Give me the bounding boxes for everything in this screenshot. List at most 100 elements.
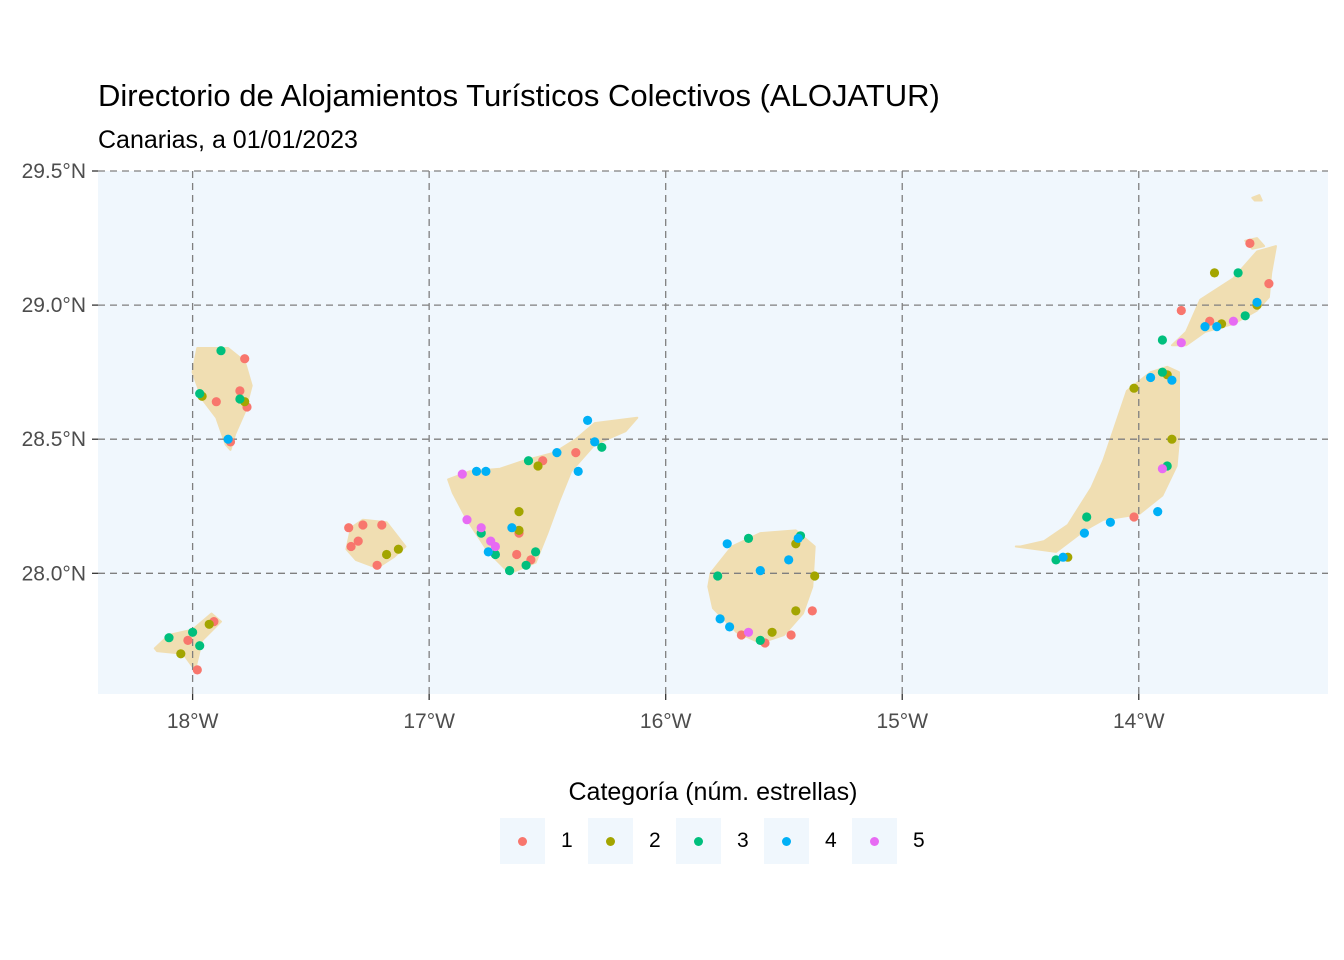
legend-label: 4 bbox=[825, 829, 837, 852]
accommodation-point-cat-4 bbox=[1212, 322, 1222, 332]
accommodation-point-cat-1 bbox=[353, 536, 363, 546]
accommodation-point-cat-3 bbox=[235, 394, 245, 404]
accommodation-point-cat-2 bbox=[176, 649, 186, 659]
chart-title: Directorio de Alojamientos Turísticos Co… bbox=[98, 78, 940, 113]
accommodation-point-cat-5 bbox=[457, 469, 467, 479]
accommodation-point-cat-1 bbox=[786, 630, 796, 640]
legend-item-2: 2 bbox=[588, 818, 676, 864]
x-tick-label: 15°W bbox=[876, 710, 928, 733]
accommodation-point-cat-1 bbox=[240, 354, 250, 364]
legend-item-1: 1 bbox=[500, 818, 588, 864]
accommodation-point-cat-3 bbox=[755, 635, 765, 646]
accommodation-point-cat-1 bbox=[512, 549, 522, 560]
accommodation-point-cat-2 bbox=[514, 525, 524, 536]
accommodation-point-cat-3 bbox=[523, 456, 534, 466]
accommodation-point-cat-3 bbox=[164, 633, 174, 643]
x-tick-label: 18°W bbox=[167, 710, 219, 733]
accommodation-point-cat-1 bbox=[1129, 512, 1139, 522]
legend: 1 2 3 4 5 bbox=[500, 818, 940, 864]
legend-label: 5 bbox=[913, 829, 925, 852]
accommodation-point-cat-1 bbox=[736, 630, 747, 640]
accommodation-point-cat-1 bbox=[1245, 238, 1255, 248]
island-lanzarote bbox=[1170, 245, 1277, 347]
accommodation-point-cat-4 bbox=[1153, 507, 1163, 517]
accommodation-point-cat-2 bbox=[382, 549, 392, 560]
accommodation-point-cat-1 bbox=[211, 397, 221, 407]
accommodation-point-cat-5 bbox=[476, 523, 486, 533]
legend-item-4: 4 bbox=[764, 818, 852, 864]
accommodation-point-cat-2 bbox=[1129, 383, 1139, 393]
accommodation-point-cat-4 bbox=[725, 622, 735, 632]
accommodation-point-cat-1 bbox=[358, 520, 368, 530]
legend-swatch bbox=[500, 818, 545, 864]
map-plot: 28.0°N 28.5°N 29.0°N 29.5°N 18°W 17°W 16°W 15°… bbox=[22, 160, 1328, 733]
accommodation-point-cat-3 bbox=[216, 346, 226, 356]
accommodation-point-cat-4 bbox=[1058, 552, 1068, 562]
accommodation-point-cat-5 bbox=[1157, 464, 1167, 474]
y-tick-label: 29.5°N bbox=[22, 160, 86, 183]
accommodation-point-cat-5 bbox=[462, 515, 472, 525]
accommodation-point-cat-2 bbox=[767, 627, 777, 637]
legend-dot-icon bbox=[870, 837, 879, 846]
accommodation-point-cat-5 bbox=[490, 541, 500, 552]
y-tick-label: 28.5°N bbox=[22, 428, 86, 451]
accommodation-point-cat-2 bbox=[791, 606, 801, 616]
accommodation-point-cat-2 bbox=[204, 619, 214, 629]
accommodation-point-cat-3 bbox=[1157, 335, 1167, 345]
accommodation-point-cat-3 bbox=[195, 641, 205, 651]
accommodation-point-cat-1 bbox=[344, 523, 354, 533]
accommodation-point-cat-3 bbox=[531, 547, 541, 557]
accommodation-point-cat-3 bbox=[713, 571, 723, 581]
accommodation-point-cat-1 bbox=[183, 635, 193, 646]
accommodation-point-cat-2 bbox=[393, 544, 403, 554]
accommodation-point-cat-1 bbox=[807, 606, 817, 616]
accommodation-point-cat-2 bbox=[1209, 268, 1220, 278]
accommodation-point-cat-3 bbox=[188, 627, 198, 637]
accommodation-point-cat-4 bbox=[507, 523, 517, 533]
island-alegranza bbox=[1251, 194, 1263, 202]
accommodation-point-cat-1 bbox=[372, 560, 382, 570]
accommodation-point-cat-4 bbox=[481, 466, 491, 476]
legend-title: Categoría (núm. estrellas) bbox=[568, 778, 858, 806]
x-axis-ticks: 18°W 17°W 16°W 15°W 14°W bbox=[167, 694, 1165, 733]
accommodation-point-cat-3 bbox=[1082, 512, 1092, 522]
legend-label: 2 bbox=[649, 829, 661, 852]
accommodation-point-cat-4 bbox=[483, 547, 493, 557]
accommodation-point-cat-4 bbox=[755, 566, 765, 576]
y-tick-label: 28.0°N bbox=[22, 562, 86, 585]
accommodation-point-cat-4 bbox=[552, 448, 562, 458]
accommodation-point-cat-4 bbox=[784, 555, 794, 565]
accommodation-point-cat-1 bbox=[1176, 305, 1186, 316]
accommodation-point-cat-3 bbox=[1051, 555, 1061, 565]
accommodation-point-cat-4 bbox=[590, 437, 600, 447]
legend-item-5: 5 bbox=[852, 818, 940, 864]
legend-dot-icon bbox=[782, 837, 791, 846]
accommodation-point-cat-4 bbox=[471, 466, 482, 476]
accommodation-point-cat-4 bbox=[1200, 322, 1210, 332]
accommodation-point-cat-2 bbox=[810, 571, 820, 581]
accommodation-point-cat-1 bbox=[1264, 279, 1274, 289]
legend-swatch bbox=[588, 818, 633, 864]
accommodation-point-cat-4 bbox=[715, 614, 725, 624]
accommodation-point-cat-2 bbox=[514, 507, 524, 517]
accommodation-point-cat-4 bbox=[793, 533, 803, 544]
accommodation-point-cat-3 bbox=[743, 533, 754, 544]
accommodation-point-cat-3 bbox=[521, 560, 531, 570]
accommodation-point-cat-1 bbox=[192, 665, 202, 675]
accommodation-point-cat-4 bbox=[573, 466, 583, 476]
chart-subtitle: Canarias, a 01/01/2023 bbox=[98, 126, 358, 154]
accommodation-point-cat-3 bbox=[1240, 311, 1250, 321]
accommodation-points bbox=[164, 238, 1274, 675]
accommodation-point-cat-4 bbox=[1079, 528, 1089, 538]
accommodation-point-cat-2 bbox=[533, 461, 543, 471]
accommodation-point-cat-4 bbox=[1167, 375, 1177, 385]
gridlines bbox=[98, 170, 1328, 694]
y-axis-ticks: 28.0°N 28.5°N 29.0°N 29.5°N bbox=[22, 160, 98, 585]
accommodation-point-cat-5 bbox=[1228, 316, 1238, 326]
accommodation-point-cat-5 bbox=[1176, 338, 1186, 348]
accommodation-point-cat-4 bbox=[1252, 297, 1262, 307]
legend-label: 1 bbox=[561, 829, 573, 852]
accommodation-point-cat-3 bbox=[1157, 367, 1167, 377]
x-tick-label: 14°W bbox=[1113, 710, 1165, 733]
accommodation-point-cat-1 bbox=[571, 448, 581, 458]
